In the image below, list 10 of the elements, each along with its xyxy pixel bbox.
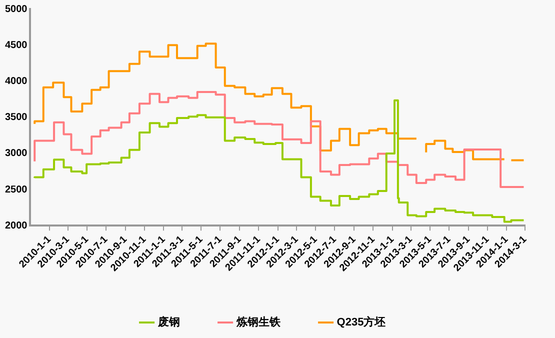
y-tick-label: 2000 — [4, 220, 28, 232]
y-tick-label: 3000 — [4, 148, 28, 160]
legend-label: Q235方坯 — [336, 316, 386, 329]
y-tick-label: 3500 — [4, 112, 28, 124]
legend-label: 炼钢生铁 — [235, 316, 282, 329]
y-tick-label: 2500 — [4, 184, 28, 196]
y-tick-label: 4000 — [4, 76, 28, 87]
y-tick-label: 5000 — [4, 4, 28, 15]
y-tick-label: 4500 — [4, 40, 28, 51]
legend-label: 废钢 — [156, 316, 180, 329]
